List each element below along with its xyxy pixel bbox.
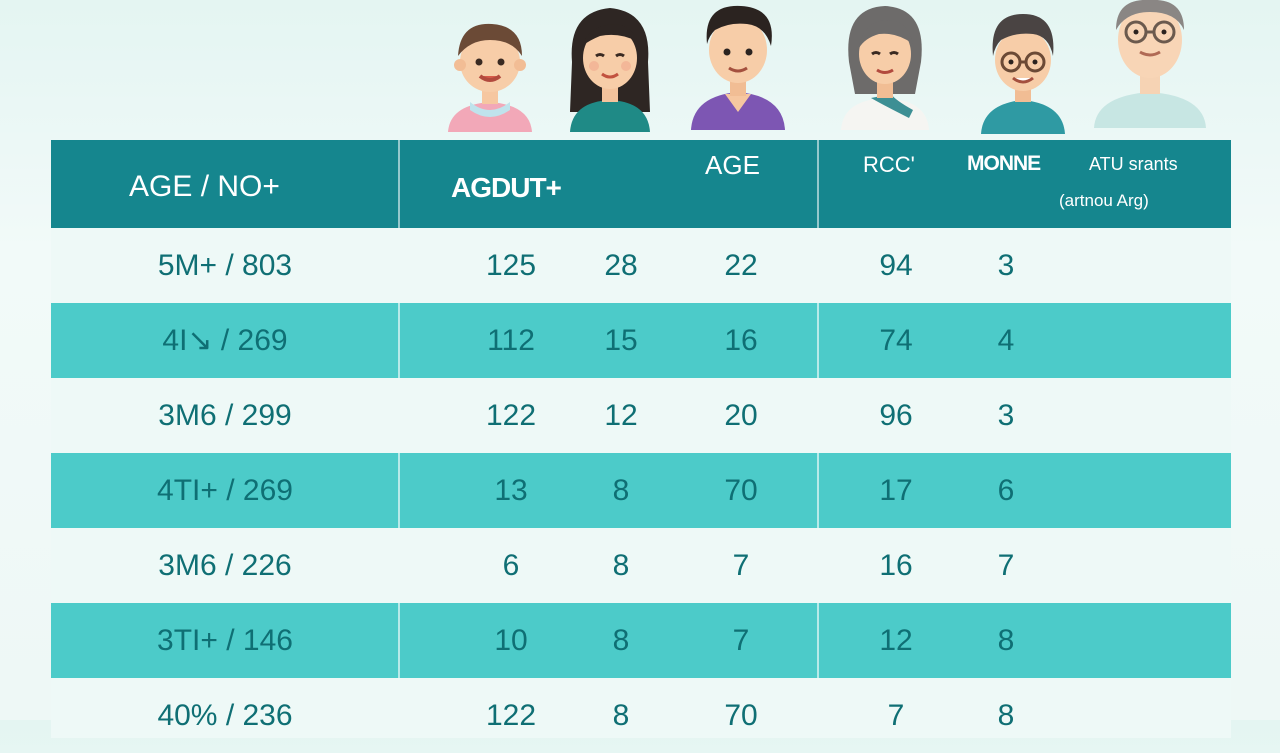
table-cell: 70 [724,699,758,732]
table-cell: 125 [485,249,537,282]
header-artnou-arg: (artnou Arg) [1059,191,1149,210]
header-monne: MONNE [967,152,1041,175]
table-cell: 7 [997,549,1015,582]
girl-avatar [570,8,650,132]
table-row: 4TI+ / 269 13 8 70 17 6 [51,453,1231,528]
row-divider [817,303,819,378]
row-label: 3M6 / 226 [158,549,292,582]
header-age: AGE [705,150,760,180]
table-cell: 17 [879,474,913,507]
table-cell: 70 [724,474,758,507]
table-cell: 3 [997,399,1015,432]
row-label: 4I↘ / 269 [162,324,288,357]
table-cell: 96 [879,399,913,432]
table-cell: 4 [997,324,1015,357]
table-cell: 7 [732,624,750,657]
header-rcc: RCC' [863,152,915,177]
row-divider [398,453,400,528]
table-cell: 6 [502,549,520,582]
table-cell: 22 [724,249,758,282]
header-agdut: AGDUT+ [451,172,562,203]
header-divider [817,140,819,228]
row-label: 5M+ / 803 [157,249,293,282]
table-cell: 16 [879,549,913,582]
table-cell: 122 [485,399,537,432]
table-cell: 8 [612,624,630,657]
table-cell: 13 [494,474,528,507]
table-cell: 122 [485,699,537,732]
table-cell: 8 [612,699,630,732]
table-cell: 94 [879,249,913,282]
child-boy-avatar [448,23,532,132]
header-atu-srants: ATU srants [1089,154,1178,174]
table-row: 3TI+ / 146 10 8 7 12 8 [51,603,1231,678]
table-cell: 7 [732,549,750,582]
row-divider [398,603,400,678]
table-body: 5M+ / 803 125 28 22 94 3 4I↘ / 269 112 15 16 74 4 3M… [51,228,1231,738]
table-cell: 8 [997,699,1015,732]
row-label: 3M6 / 299 [158,399,292,432]
data-table: AGE / NO+ AGDUT+ AGE RCC' MONNE ATU sran… [51,140,1231,738]
avatar-strip [0,0,1280,140]
table-row: 3M6 / 226 6 8 7 16 7 [51,528,1231,603]
table-cell: 3 [997,249,1015,282]
table-cell: 74 [879,324,913,357]
table-cell: 15 [604,324,638,357]
table-cell: 12 [604,399,638,432]
row-divider [817,453,819,528]
table-row: 4I↘ / 269 112 15 16 74 4 [51,303,1231,378]
row-label: 40% / 236 [157,699,293,732]
table-cell: 112 [487,324,535,357]
elderly-man-avatar [981,14,1065,134]
table-cell: 10 [494,624,528,657]
young-man-avatar [691,5,785,130]
table-cell: 6 [997,474,1015,507]
table-cell: 7 [887,699,905,732]
row-divider [817,603,819,678]
table-row: 3M6 / 299 122 12 20 96 3 [51,378,1231,453]
row-label: 4TI+ / 269 [157,474,293,507]
header-age-no: AGE / NO+ [129,170,280,203]
table-cell: 8 [612,549,630,582]
table-row: 40% / 236 122 8 70 7 8 [51,678,1231,738]
table-cell: 8 [612,474,630,507]
row-divider [398,303,400,378]
table-cell: 8 [997,624,1015,657]
header-divider [398,140,400,228]
elderly-man-glasses-avatar [1094,0,1206,128]
table-cell: 28 [604,249,638,282]
woman-avatar [841,6,929,130]
table-header: AGE / NO+ AGDUT+ AGE RCC' MONNE ATU sran… [51,140,1231,228]
table-cell: 16 [724,324,758,357]
table-cell: 20 [724,399,758,432]
table-row: 5M+ / 803 125 28 22 94 3 [51,228,1231,303]
row-label: 3TI+ / 146 [157,624,293,657]
table-cell: 12 [879,624,913,657]
